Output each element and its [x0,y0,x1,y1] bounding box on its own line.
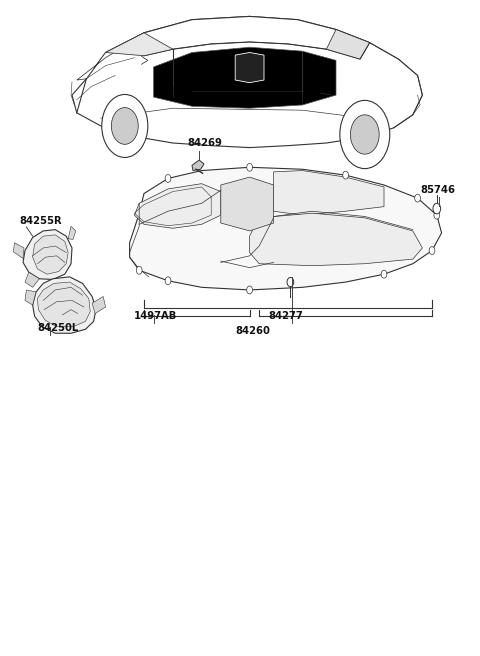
Circle shape [102,94,148,157]
Polygon shape [92,297,106,314]
Polygon shape [25,272,39,287]
Text: 84260: 84260 [235,326,270,336]
Polygon shape [235,52,264,83]
Polygon shape [33,277,96,333]
Polygon shape [37,282,90,327]
Polygon shape [72,16,422,148]
Polygon shape [274,171,384,215]
Polygon shape [106,33,173,56]
Polygon shape [25,290,36,305]
Polygon shape [68,226,76,239]
Text: 84250L: 84250L [37,323,79,333]
Polygon shape [13,243,24,258]
Text: 85746: 85746 [420,186,455,195]
Polygon shape [77,33,144,80]
Polygon shape [221,177,274,231]
Circle shape [165,174,171,182]
Polygon shape [125,16,370,59]
Circle shape [165,277,171,285]
Polygon shape [192,160,204,171]
Polygon shape [250,213,422,266]
Polygon shape [130,167,442,290]
Circle shape [343,171,348,179]
Text: 1497AB: 1497AB [133,312,177,321]
Polygon shape [23,230,72,279]
Circle shape [381,270,387,278]
Circle shape [350,115,379,154]
Circle shape [247,163,252,171]
Text: 84277: 84277 [269,312,303,321]
Polygon shape [326,30,370,59]
Polygon shape [154,47,336,108]
Circle shape [287,277,294,287]
Circle shape [429,247,435,255]
Polygon shape [33,235,68,274]
Circle shape [340,100,390,169]
Text: 84255R: 84255R [19,216,62,226]
Text: 84269: 84269 [187,138,222,148]
Circle shape [136,266,142,274]
Circle shape [433,203,441,214]
Circle shape [247,286,252,294]
Circle shape [434,211,440,219]
Circle shape [415,194,420,202]
Polygon shape [134,184,221,228]
Circle shape [111,108,138,144]
